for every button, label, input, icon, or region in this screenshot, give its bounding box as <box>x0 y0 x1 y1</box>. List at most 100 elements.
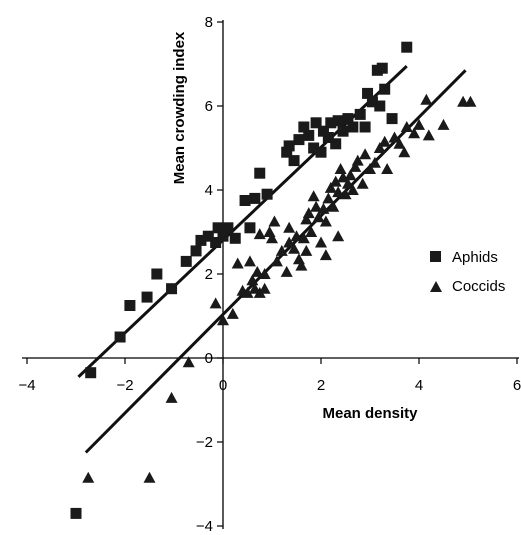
coccids-point <box>246 274 259 286</box>
x-tick-label: 6 <box>513 377 521 394</box>
coccids-point <box>266 232 278 244</box>
coccids-point <box>329 175 342 187</box>
aphids-point <box>239 195 251 206</box>
aphids-point <box>229 232 241 244</box>
aphids-point <box>354 108 366 120</box>
coccids-point <box>393 137 406 149</box>
coccids-point <box>420 93 433 105</box>
coccids-point <box>268 215 281 227</box>
coccids-point <box>378 135 391 147</box>
aphids-point <box>244 222 256 234</box>
aphids-point <box>249 192 261 204</box>
y-tick-label: 4 <box>205 182 213 199</box>
coccids-point <box>263 226 276 237</box>
coccids-point <box>312 211 325 223</box>
legend-aphids-marker <box>430 251 441 262</box>
coccids-point <box>258 268 271 279</box>
coccids-point <box>356 177 369 189</box>
coccids-point <box>408 127 421 139</box>
legend: Aphids Coccids <box>430 249 505 295</box>
x-tick-label: −4 <box>18 377 35 394</box>
y-axis-ticks: −4 −2 0 2 4 6 8 <box>196 14 223 535</box>
coccids-point <box>280 265 293 277</box>
y-tick-label: 6 <box>205 98 213 115</box>
axes: −4 −2 0 2 4 6 −4 −2 0 2 4 6 8 <box>18 14 521 535</box>
coccids-point <box>341 177 354 189</box>
coccids-point <box>226 307 239 319</box>
coccids-point <box>346 184 359 195</box>
coccids-point <box>315 236 327 248</box>
y-tick-label: 2 <box>205 266 213 283</box>
coccids-point <box>368 156 381 168</box>
aphids-point <box>374 100 386 112</box>
aphids-point <box>114 331 126 343</box>
x-tick-label: 0 <box>219 377 227 394</box>
coccids-point <box>258 282 271 294</box>
aphids-point <box>347 121 359 133</box>
coccids-point <box>231 257 244 269</box>
x-tick-label: −2 <box>116 377 133 394</box>
coccids-point <box>295 259 308 271</box>
aphids-point <box>283 140 295 152</box>
aphids-point <box>366 96 378 108</box>
aphids-point <box>330 138 342 150</box>
coccids-point <box>307 190 320 202</box>
coccids-point <box>143 471 156 483</box>
coccids-point <box>241 286 254 298</box>
coccids-point <box>283 236 296 248</box>
aphids-point <box>298 121 310 133</box>
aphids-point <box>308 142 320 154</box>
aphids-point <box>362 87 374 99</box>
coccids-point <box>300 244 313 256</box>
aphids-point <box>70 507 82 519</box>
legend-coccids-marker <box>430 281 442 292</box>
coccids-point <box>332 186 345 198</box>
aphids-point <box>322 132 334 143</box>
coccids-point <box>288 242 301 254</box>
coccids-point <box>349 160 362 172</box>
coccids-point <box>317 202 330 214</box>
coccids-point <box>437 118 450 130</box>
coccids-point <box>324 181 337 193</box>
y-tick-label: 8 <box>205 14 213 31</box>
coccids-point <box>381 163 394 174</box>
aphids-point <box>332 115 344 127</box>
aphids-point <box>85 367 97 379</box>
coccids-point <box>422 129 435 141</box>
aphids-point <box>288 155 300 167</box>
coccids-point <box>217 314 229 326</box>
coccids-point <box>209 297 222 309</box>
aphids-point <box>386 113 398 125</box>
aphids-point <box>222 222 234 234</box>
coccids-point <box>413 118 425 130</box>
aphids-point <box>325 117 337 129</box>
coccids-point <box>290 230 303 242</box>
x-tick-label: 4 <box>415 377 423 394</box>
coccids-point <box>364 163 376 174</box>
aphids-point <box>310 117 322 129</box>
coccids-point <box>398 146 411 158</box>
coccids-point <box>302 207 315 219</box>
aphids-point <box>401 41 413 53</box>
aphids-point <box>254 167 266 179</box>
aphids-point <box>166 283 178 295</box>
coccids-point <box>319 249 332 261</box>
coccids-point <box>351 154 364 166</box>
coccids-point <box>82 471 95 483</box>
coccids-point <box>319 215 332 227</box>
coccids-point <box>464 95 477 107</box>
aphids-point <box>303 129 315 141</box>
aphids-point <box>217 230 229 242</box>
legend-coccids-label: Coccids <box>452 278 505 295</box>
aphids-point <box>141 291 153 303</box>
x-axis-title: Mean density <box>322 405 418 422</box>
coccids-point <box>283 221 296 233</box>
aphids-point <box>342 113 354 125</box>
coccids-point <box>270 255 283 267</box>
coccids-point <box>388 131 401 143</box>
data-points <box>70 41 477 519</box>
aphids-point <box>261 188 273 200</box>
coccids-point <box>165 391 178 403</box>
coccids-point <box>344 169 357 181</box>
